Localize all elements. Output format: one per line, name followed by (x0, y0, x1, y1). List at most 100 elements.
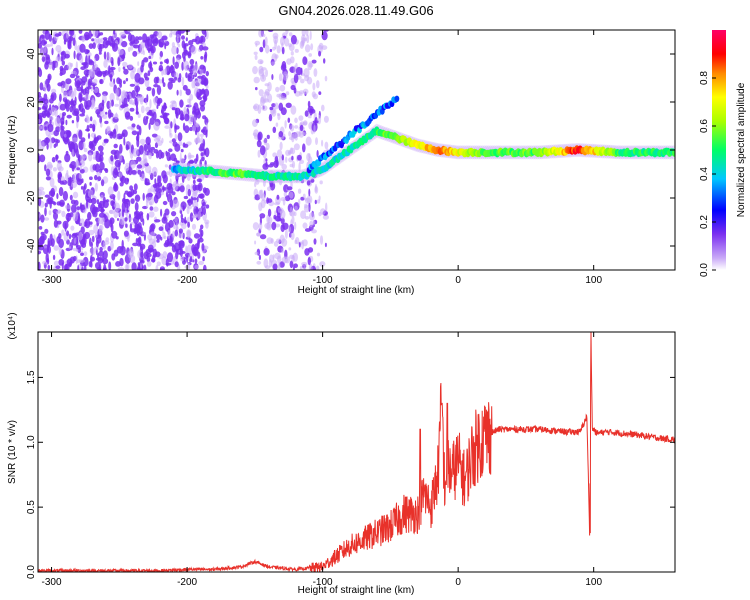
noise-speckle (260, 95, 267, 104)
noise-speckle (98, 44, 105, 49)
noise-speckle (256, 260, 262, 265)
noise-speckle (89, 68, 95, 78)
noise-speckle (174, 76, 177, 81)
noise-speckle (75, 159, 79, 167)
noise-speckle (169, 133, 173, 138)
noise-speckle (104, 168, 109, 173)
noise-speckle (49, 104, 52, 111)
noise-speckle (192, 110, 196, 115)
noise-speckle (38, 119, 41, 123)
noise-speckle (152, 61, 158, 65)
noise-speckle (186, 230, 191, 238)
noise-speckle (172, 199, 180, 208)
noise-speckle (288, 131, 291, 137)
noise-speckle (298, 162, 301, 172)
noise-speckle (79, 43, 86, 53)
noise-speckle (193, 116, 197, 126)
noise-speckle (149, 117, 155, 125)
noise-speckle (122, 159, 125, 165)
noise-speckle (57, 177, 62, 184)
noise-speckle (293, 73, 299, 84)
noise-speckle (308, 263, 313, 270)
noise-speckle (103, 139, 109, 144)
noise-speckle (197, 131, 200, 140)
noise-speckle (195, 137, 198, 145)
noise-speckle (121, 132, 125, 137)
noise-speckle (119, 182, 124, 187)
noise-speckle (325, 202, 328, 213)
noise-speckle (287, 117, 291, 123)
noise-speckle (177, 132, 183, 142)
noise-speckle (149, 206, 154, 211)
noise-speckle (67, 39, 71, 49)
noise-speckle (156, 98, 161, 107)
noise-speckle (259, 234, 267, 240)
noise-speckle (56, 139, 60, 144)
noise-speckle (129, 160, 136, 169)
noise-speckle (285, 91, 290, 96)
noise-speckle (172, 230, 176, 238)
noise-speckle (192, 197, 198, 201)
noise-speckle (148, 55, 152, 60)
noise-speckle (275, 122, 279, 127)
noise-speckle (66, 230, 70, 237)
noise-speckle (289, 206, 293, 217)
noise-speckle (174, 125, 180, 130)
noise-speckle (83, 251, 88, 257)
noise-speckle (135, 238, 138, 244)
noise-speckle (131, 90, 136, 99)
y-tick-label: 0.0 (26, 565, 37, 579)
noise-speckle (280, 96, 286, 101)
noise-speckle (319, 235, 324, 245)
noise-speckle (318, 50, 322, 57)
noise-speckle (284, 229, 288, 239)
snr-frame (37, 331, 676, 573)
noise-speckle (64, 53, 70, 59)
noise-speckle (193, 69, 197, 76)
noise-speckle (299, 265, 303, 270)
noise-speckle (156, 85, 162, 96)
noise-speckle (159, 50, 163, 58)
noise-speckle (129, 185, 134, 191)
noise-speckle (94, 182, 98, 192)
noise-speckle (92, 156, 96, 160)
noise-speckle (122, 66, 126, 70)
noise-speckle (92, 164, 97, 171)
noise-speckle (199, 193, 205, 200)
noise-speckle (280, 107, 287, 116)
noise-speckle (131, 130, 138, 136)
noise-speckle (67, 130, 71, 138)
noise-speckle (61, 60, 65, 66)
noise-speckle (111, 40, 116, 49)
noise-speckle (80, 84, 84, 93)
noise-speckle (71, 120, 75, 124)
noise-speckle (44, 194, 50, 198)
noise-speckle (85, 128, 91, 132)
noise-speckle (137, 224, 141, 231)
noise-speckle (156, 105, 159, 109)
noise-speckle (51, 47, 54, 56)
noise-speckle (151, 87, 156, 97)
noise-speckle (138, 236, 142, 246)
noise-speckle (196, 91, 200, 100)
noise-speckle (63, 264, 70, 270)
noise-speckle (277, 262, 281, 270)
noise-speckle (262, 178, 266, 187)
noise-speckle (144, 182, 151, 186)
noise-speckle (139, 145, 144, 155)
noise-speckle (114, 103, 119, 107)
noise-speckle (53, 130, 59, 137)
noise-speckle (294, 90, 301, 97)
noise-speckle (124, 165, 130, 172)
noise-speckle (183, 195, 189, 200)
noise-speckle (264, 36, 268, 46)
noise-speckle (99, 116, 103, 124)
noise-speckle (293, 211, 297, 217)
noise-speckle (41, 35, 45, 39)
noise-speckle (148, 170, 152, 176)
noise-speckle (284, 120, 287, 129)
noise-speckle (80, 137, 86, 143)
noise-speckle (139, 44, 145, 55)
noise-speckle (310, 178, 315, 183)
noise-speckle (279, 84, 286, 92)
